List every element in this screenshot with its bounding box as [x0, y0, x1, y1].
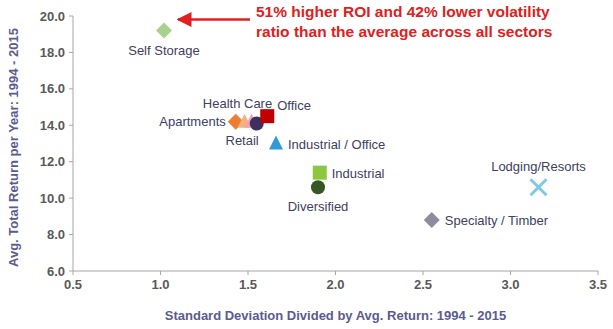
point: [156, 23, 172, 39]
y-tick-label: 14.0: [40, 118, 65, 133]
point-label: Specialty / Timber: [445, 213, 549, 228]
point-label: Diversified: [288, 199, 349, 214]
y-tick-label: 20.0: [40, 9, 65, 24]
x-tick-label: 3.5: [589, 277, 607, 292]
x-axis-title: Standard Deviation Divided by Avg. Retur…: [165, 308, 506, 323]
x-tick: [248, 271, 249, 275]
y-tick: [69, 52, 73, 53]
y-tick-label: 6.0: [47, 264, 65, 279]
annotation: ratio than the average across all sector…: [256, 23, 552, 40]
point-label: Office: [277, 98, 311, 113]
x-tick: [423, 271, 424, 275]
x-tick-label: 2.0: [326, 277, 344, 292]
y-tick: [69, 234, 73, 235]
x-tick: [160, 271, 161, 275]
point-label: Lodging/Resorts: [491, 159, 586, 174]
x-tick-label: 2.5: [414, 277, 432, 292]
x-tick: [73, 271, 74, 275]
marks: [156, 23, 547, 228]
point: [311, 180, 325, 194]
x-tick-label: 1.0: [151, 277, 169, 292]
point-label: Self Storage: [128, 43, 200, 58]
point: [531, 179, 547, 195]
annotation: 51% higher ROI and 42% lower volatility: [256, 3, 550, 20]
y-tick-label: 12.0: [40, 154, 65, 169]
point: [269, 136, 283, 150]
annotation-arrow: [178, 18, 250, 21]
point: [424, 212, 440, 228]
y-tick: [69, 88, 73, 89]
chart: 0.5 1.0 1.5 2.0 2.5 3.0 3.5 6.0 8.0 10.0 12.0 14.0 1…: [0, 0, 613, 329]
x-tick-label: 3.0: [501, 277, 519, 292]
x-tick: [598, 271, 599, 275]
x-tick-label: 1.5: [239, 277, 257, 292]
y-tick: [69, 271, 73, 272]
y-axis-line: [73, 16, 74, 271]
y-tick-label: 8.0: [47, 227, 65, 242]
point-label: Health Care: [203, 96, 272, 111]
x-tick-label: 0.5: [64, 277, 82, 292]
y-tick-label: 18.0: [40, 45, 65, 60]
y-tick-label: 10.0: [40, 191, 65, 206]
point: [260, 109, 274, 123]
y-tick: [69, 161, 73, 162]
point-label: Apartments: [159, 114, 226, 129]
point: [313, 166, 327, 180]
y-tick: [69, 16, 73, 17]
x-tick: [335, 271, 336, 275]
y-tick: [69, 125, 73, 126]
y-tick-label: 16.0: [40, 81, 65, 96]
y-axis-title: Avg. Total Return per Year: 1994 - 2015: [6, 28, 21, 267]
y-tick: [69, 198, 73, 199]
point-labels: Self Storage Apartments Health Care Retail O…: [128, 43, 586, 228]
point-label: Retail: [226, 133, 259, 148]
x-tick: [510, 271, 511, 275]
point-label: Industrial / Office: [288, 137, 385, 152]
point-label: Industrial: [332, 166, 385, 181]
